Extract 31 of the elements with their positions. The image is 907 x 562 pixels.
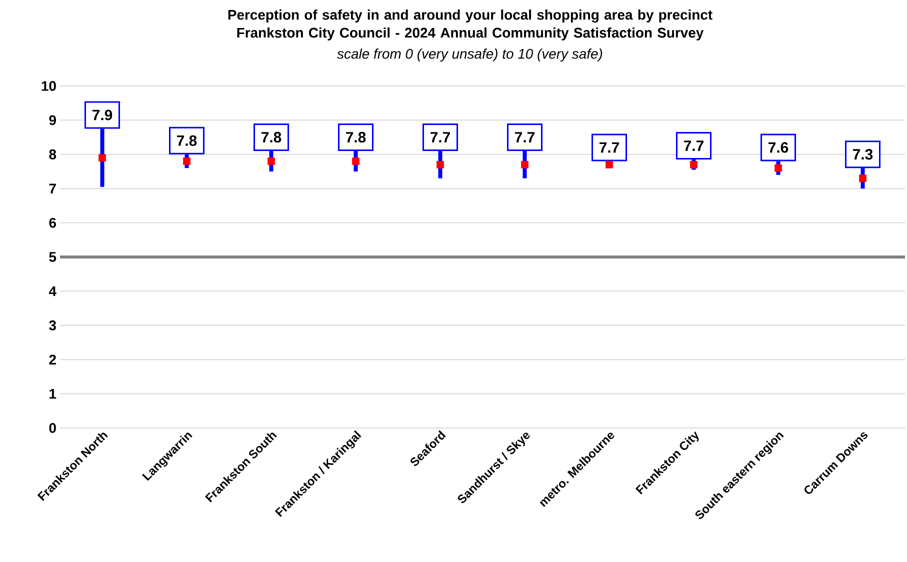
point <box>859 174 866 182</box>
data-label: 7.8 <box>346 132 366 142</box>
point <box>521 160 528 168</box>
y-tick-label: 4 <box>48 286 56 296</box>
point <box>183 158 190 165</box>
y-tick-label: 6 <box>49 218 56 228</box>
data-label: 7.6 <box>768 142 788 153</box>
y-tick-label: 7 <box>49 184 56 194</box>
data-label: 7.7 <box>430 132 450 142</box>
point <box>436 160 444 168</box>
point <box>606 160 613 168</box>
y-tick-label: 1 <box>50 388 56 399</box>
data-label: 7.8 <box>262 132 282 142</box>
data-label: 7.3 <box>853 149 873 160</box>
data-label: 7.8 <box>177 135 197 146</box>
y-tick-label: 10 <box>42 81 56 91</box>
y-tick-label: 8 <box>49 149 56 160</box>
point <box>774 164 782 172</box>
data-label: 7.9 <box>92 110 112 120</box>
chart-subtitle: scale from 0 (very unsafe) to 10 (very safe) <box>337 48 602 62</box>
y-tick-label: 3 <box>49 320 56 330</box>
point <box>98 154 106 162</box>
y-tick-label: 0 <box>49 423 56 433</box>
data-label: 7.7 <box>684 140 704 151</box>
data-label: 7.7 <box>515 132 534 142</box>
data-label: 7.7 <box>600 142 619 153</box>
y-tick-label: 2 <box>49 354 56 364</box>
y-tick-label: 9 <box>49 115 56 126</box>
point <box>268 158 275 165</box>
point <box>352 158 360 165</box>
y-tick-label: 5 <box>49 252 56 262</box>
